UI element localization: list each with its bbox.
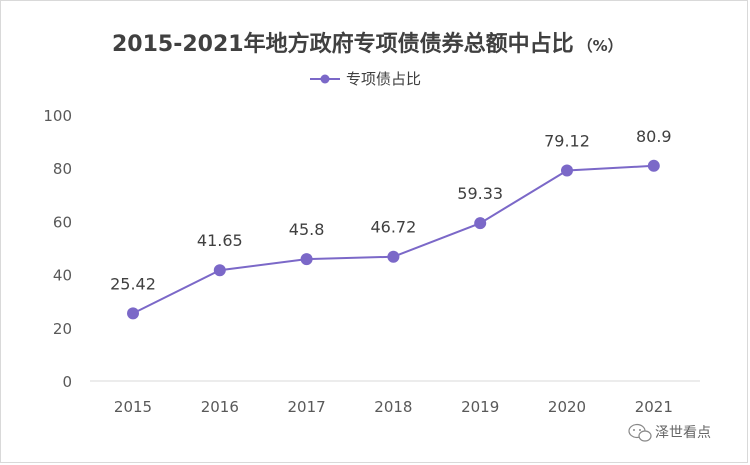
data-point <box>387 250 400 263</box>
legend-label: 专项债占比 <box>346 70 421 88</box>
data-point <box>561 164 573 177</box>
data-point <box>213 264 226 277</box>
data-point <box>647 159 660 172</box>
y-tick-label: 60 <box>53 213 72 231</box>
x-tick-label: 2017 <box>288 398 326 416</box>
chart-title-main: 2015-2021年地方政府专项债债券总额中占比 <box>112 31 574 57</box>
data-label: 80.9 <box>636 127 672 146</box>
chart-title: 2015-2021年地方政府专项债债券总额中占比 （%） <box>112 31 623 57</box>
y-tick-label: 80 <box>53 160 72 178</box>
y-tick-label: 20 <box>53 320 72 338</box>
x-tick-label: 2021 <box>635 398 673 416</box>
data-point <box>474 217 487 230</box>
y-tick-label: 100 <box>43 107 72 125</box>
x-tick-label: 2015 <box>114 398 152 416</box>
data-label: 25.42 <box>110 274 156 293</box>
watermark-text: 泽世看点 <box>655 425 711 441</box>
x-tick-label: 2018 <box>374 398 412 416</box>
data-label: 41.65 <box>197 231 243 250</box>
series-group: 25.42 41.65 45.8 46.72 59.33 79.12 80.9 <box>110 127 672 320</box>
data-label: 46.72 <box>370 218 416 237</box>
y-axis: 0 20 40 60 80 100 <box>43 107 72 391</box>
x-tick-label: 2016 <box>201 398 239 416</box>
data-label: 45.8 <box>289 220 325 239</box>
x-tick-label: 2019 <box>461 398 499 416</box>
data-point <box>300 253 313 266</box>
y-tick-label: 40 <box>53 267 72 285</box>
x-axis: 2015 2016 2017 2018 2019 2020 2021 <box>114 398 673 416</box>
y-tick-label: 0 <box>62 373 72 391</box>
data-label: 79.12 <box>544 132 590 151</box>
legend: 专项债占比 <box>310 70 421 88</box>
data-label: 59.33 <box>457 184 503 203</box>
data-point <box>127 307 139 320</box>
watermark: 泽世看点 <box>628 423 711 442</box>
x-tick-label: 2020 <box>548 398 586 416</box>
legend-marker-icon <box>320 74 330 84</box>
chart-title-unit: （%） <box>578 37 623 55</box>
wechat-icon <box>628 423 652 442</box>
